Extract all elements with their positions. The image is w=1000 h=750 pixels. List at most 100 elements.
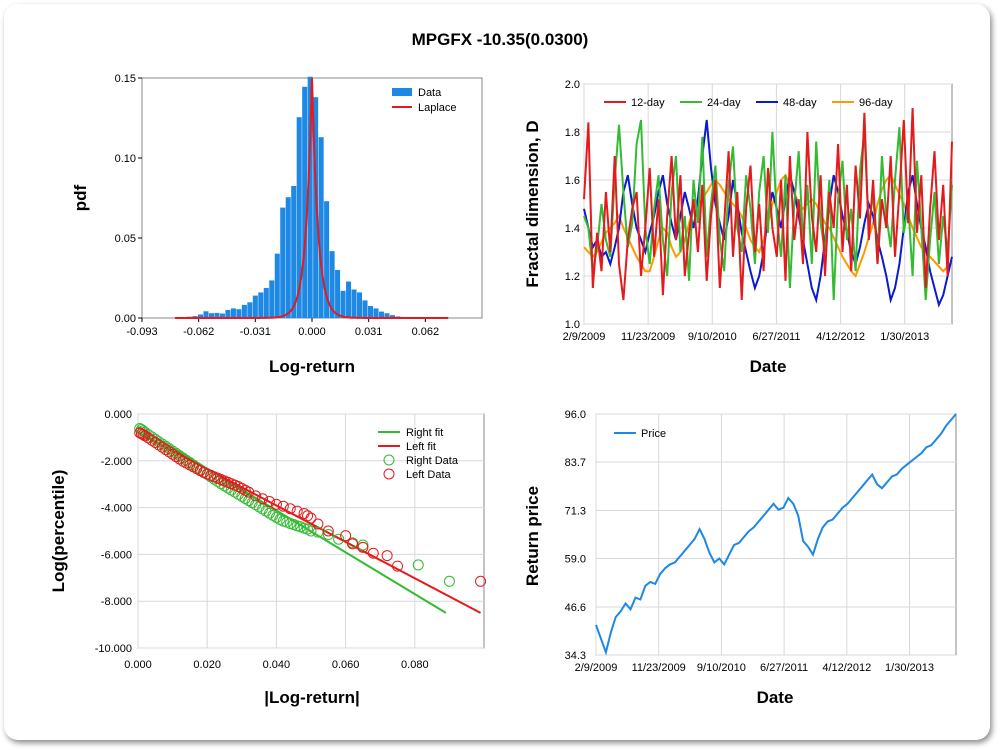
left-data-point (243, 486, 255, 498)
y-tick-label: 1.4 (565, 223, 580, 235)
y-tick-label: 0.000 (104, 409, 132, 421)
legend-label: Left fit (406, 441, 436, 453)
left-data-point (257, 493, 269, 505)
tails-panel: 0.000 -2.000 -4.000 -6.000 -8.000 -10.000 0.00… (49, 409, 487, 707)
histogram-bar (291, 186, 297, 318)
histogram-bar (263, 287, 269, 318)
histogram-bar (230, 308, 236, 318)
left-data-point (263, 496, 275, 508)
right-data-point (412, 559, 424, 571)
left-data-point (340, 530, 352, 542)
x-tick-label: 4/12/2012 (822, 662, 871, 674)
histogram-bar (389, 315, 395, 318)
histogram-bar (357, 292, 363, 318)
right-data-point (312, 526, 324, 538)
legend-laplace-label: Laplace (418, 102, 457, 114)
left-data-point (312, 518, 324, 530)
legend-label: Left Data (406, 469, 452, 481)
series-line-12-day (583, 107, 953, 301)
histogram-bar (373, 308, 379, 318)
legend-swatch (383, 454, 395, 466)
x-tick-label: 4/12/2012 (816, 331, 865, 343)
histogram-bar (329, 251, 335, 318)
x-tick-label: 0.062 (412, 326, 440, 338)
histogram-bar (351, 289, 357, 318)
histogram-bar (225, 310, 231, 318)
left-data-point (347, 538, 359, 550)
right-data-point (357, 539, 369, 551)
x-tick-label: 6/27/2011 (752, 331, 800, 343)
histogram-bar (241, 304, 247, 318)
histogram-bar (384, 313, 390, 318)
legend-label: 48-day (783, 97, 817, 109)
histogram-bar (367, 306, 374, 318)
histogram-y-label: pdf (71, 184, 90, 211)
right-data-point (305, 525, 317, 537)
y-tick-label: -2.000 (101, 456, 132, 468)
left-data-point (291, 505, 303, 517)
x-tick-label: 11/23/2009 (632, 662, 686, 674)
x-tick-label: 0.000 (298, 326, 326, 338)
x-tick-label: 2/9/2009 (575, 662, 618, 674)
y-tick-label: 0.15 (115, 73, 136, 85)
y-tick-label: 34.3 (565, 650, 586, 662)
x-tick-label: 6/27/2011 (760, 662, 808, 674)
legend-swatch (383, 468, 395, 480)
histogram-bar (208, 313, 214, 318)
histogram-bar (247, 302, 253, 318)
y-tick-label: 1.6 (565, 175, 580, 187)
legend-label: Right Data (406, 455, 459, 467)
y-tick-label: 46.6 (565, 602, 586, 614)
fractal-panel: 1.0 1.2 1.4 1.6 1.8 2.0 2/9/2009 11/23/2009 9/10… (523, 79, 953, 376)
left-data-point (392, 560, 403, 572)
x-tick-label: -0.062 (183, 326, 214, 338)
left-data-point (357, 541, 369, 553)
y-tick-label: 2.0 (565, 79, 580, 91)
left-data-point (277, 500, 289, 512)
y-tick-label: 0.05 (115, 233, 136, 245)
histogram-bar (378, 311, 384, 318)
fractal-x-label: Date (750, 357, 787, 376)
price-y-label: Return price (523, 486, 542, 586)
y-tick-label: 1.0 (565, 319, 580, 331)
y-tick-label: 0.10 (115, 153, 136, 165)
x-tick-label: 1/30/2013 (880, 331, 929, 343)
y-tick-label: -8.000 (101, 596, 132, 608)
y-tick-label: 71.3 (565, 505, 586, 517)
x-tick-label: 0.031 (355, 326, 383, 338)
y-tick-label: 0.00 (115, 313, 136, 325)
y-tick-label: 1.2 (565, 271, 580, 283)
tails-x-label: |Log-return| (264, 688, 359, 707)
histogram-bar (324, 201, 330, 318)
histogram-bar (252, 295, 258, 318)
x-tick-label: -0.093 (126, 326, 157, 338)
histogram-bar (313, 97, 319, 318)
histogram-bar (346, 281, 352, 318)
left-data-point (322, 525, 334, 537)
histogram-bar (307, 76, 313, 318)
left-data-point (284, 503, 296, 515)
left-data-point (270, 498, 282, 510)
legend-data-swatch (392, 88, 412, 96)
histogram-bar (214, 312, 220, 318)
left-data-point (475, 575, 487, 587)
laplace-fit-line (174, 77, 449, 319)
x-tick-label: 0.000 (124, 659, 152, 671)
tails-y-label: Log(percentile) (49, 470, 68, 593)
x-tick-label: 9/10/2010 (697, 662, 746, 674)
right-data-point (333, 533, 345, 545)
histogram-bar (197, 314, 204, 318)
price-plot-area (595, 413, 957, 656)
y-tick-label: -4.000 (101, 503, 132, 515)
x-tick-label: 0.080 (401, 659, 429, 671)
histogram-bar (203, 311, 209, 318)
left-data-point (250, 490, 262, 502)
legend-label: Right fit (406, 427, 443, 439)
histogram-bar (280, 207, 286, 318)
y-tick-label: 1.8 (565, 127, 580, 139)
x-tick-label: 1/30/2013 (885, 662, 934, 674)
x-tick-label: 0.060 (332, 659, 360, 671)
left-data-point (305, 512, 317, 524)
histogram-x-label: Log-return (269, 357, 355, 376)
